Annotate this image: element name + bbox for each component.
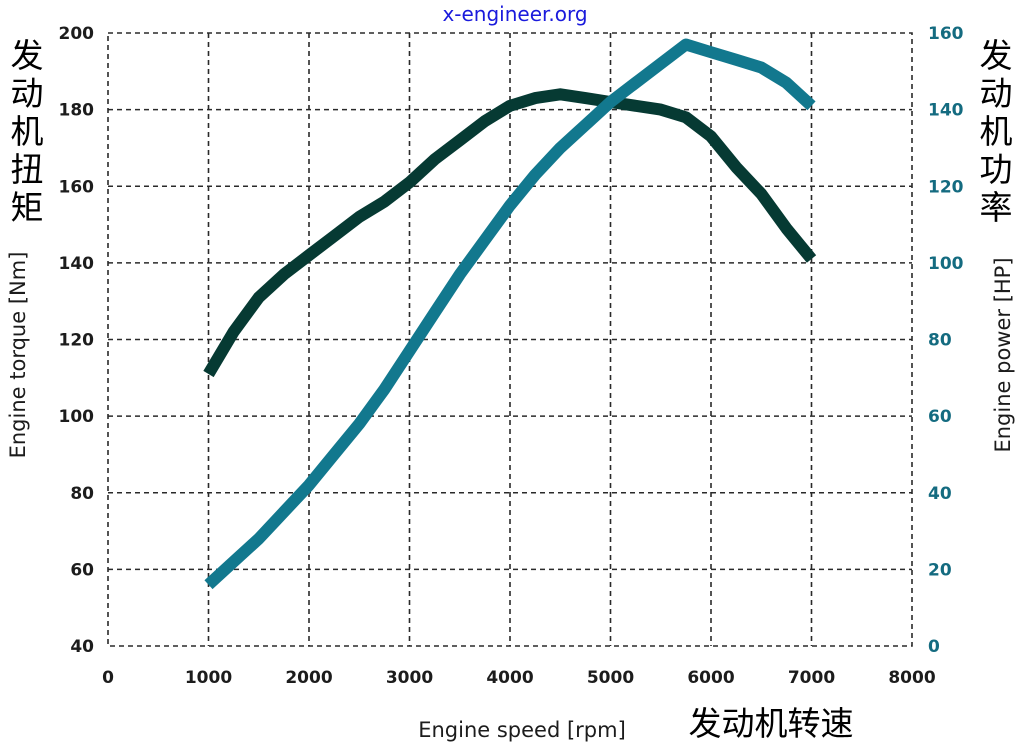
cjk-glyph: 机 xyxy=(11,112,44,151)
y-left-tick-label: 180 xyxy=(59,101,95,121)
y-right-tick-label: 80 xyxy=(928,331,952,351)
y-right-tick-label: 40 xyxy=(928,484,952,504)
y-right-tick-label: 60 xyxy=(928,407,952,427)
cjk-glyph: 发 xyxy=(980,36,1013,75)
x-tick-label: 2000 xyxy=(285,668,332,688)
x-tick-label: 8000 xyxy=(888,668,935,688)
y-right-tick-label: 0 xyxy=(928,637,940,657)
y-left-axis-label: Engine torque [Nm] xyxy=(6,252,30,459)
y-left-tick-label: 40 xyxy=(70,637,94,657)
y-right-tick-label: 140 xyxy=(928,101,964,121)
y-left-tick-label: 120 xyxy=(59,331,95,351)
x-axis-label: Engine speed [rpm] xyxy=(418,718,626,742)
y-left-tick-label: 200 xyxy=(59,24,95,44)
watermark: x-engineer.org xyxy=(442,2,587,26)
x-tick-label: 3000 xyxy=(386,668,433,688)
cjk-glyph: 机 xyxy=(980,112,1013,151)
y-left-tick-label: 140 xyxy=(59,254,95,274)
y-left-tick-label: 100 xyxy=(59,407,95,427)
x-tick-label: 0 xyxy=(102,668,114,688)
x-tick-label: 6000 xyxy=(687,668,734,688)
y-right-tick-label: 20 xyxy=(928,560,952,580)
series-layer xyxy=(203,38,817,590)
x-tick-label: 7000 xyxy=(788,668,835,688)
y-right-tick-label: 100 xyxy=(928,254,964,274)
y-right-tick-label: 120 xyxy=(928,177,964,197)
cjk-glyph: 功 xyxy=(980,150,1013,189)
x-tick-label: 4000 xyxy=(486,668,533,688)
y-right-axis-label: Engine power [HP] xyxy=(991,257,1015,452)
cjk-glyph: 矩 xyxy=(11,188,44,227)
cjk-glyph: 发 xyxy=(11,36,44,75)
cjk-glyph: 动 xyxy=(980,74,1013,113)
y-left-tick-label: 60 xyxy=(70,560,94,580)
y-left-tick-label: 80 xyxy=(70,484,94,504)
tick-layer: 0 1000 2000 3000 4000 5000 6000 7000 80004060801… xyxy=(59,24,964,688)
power-series-line xyxy=(204,38,816,590)
grid-layer xyxy=(107,32,913,647)
y-left-tick-label: 160 xyxy=(59,177,95,197)
x-axis-label-cn: 发动机转速 xyxy=(689,704,854,743)
cjk-glyph: 率 xyxy=(980,188,1013,227)
x-tick-label: 1000 xyxy=(185,668,232,688)
x-tick-label: 5000 xyxy=(587,668,634,688)
cjk-glyph: 扭 xyxy=(11,150,44,189)
y-right-tick-label: 160 xyxy=(928,24,964,44)
torque-series-line xyxy=(203,88,817,378)
cjk-glyph: 动 xyxy=(11,74,44,113)
